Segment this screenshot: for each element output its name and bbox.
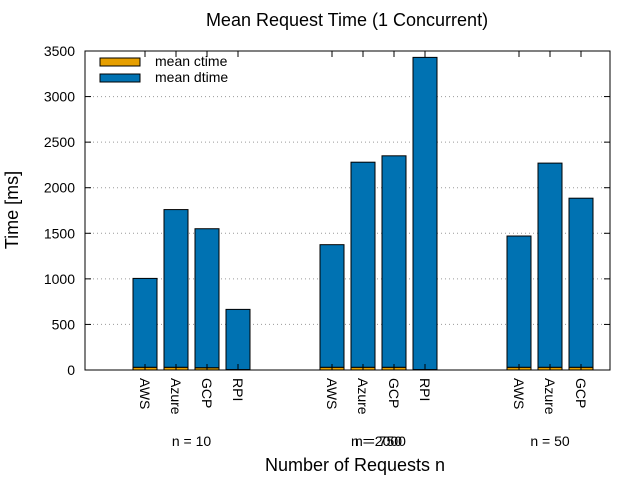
legend-swatch [99,73,141,83]
bar-dtime [163,209,189,368]
bar-dtime [350,161,376,368]
group-label: n = 10 [172,433,212,449]
x-tick-label: RPI [230,378,246,401]
bar-dtime [412,56,438,371]
bar-dtime [225,308,251,371]
bar-dtime [381,155,407,368]
y-tick-label: 2000 [44,180,75,196]
x-tick-label: RPI [417,378,433,401]
y-tick-label: 500 [52,316,76,332]
x-tick-label: AWS [511,378,527,409]
y-tick-label: 1000 [44,271,75,287]
x-tick-label: GCP [573,378,589,408]
legend-label: mean ctime [155,53,228,69]
y-tick-label: 0 [67,362,75,378]
y-tick-label: 3500 [44,43,75,59]
y-axis-label: Time [ms] [2,171,22,249]
group-label-overlap: n = 750 [355,433,402,449]
x-axis-label: Number of Requests n [265,455,445,475]
bar-dtime [537,162,563,368]
bar-dtime [506,235,532,368]
bar-dtime [568,197,594,368]
x-tick-label: Azure [542,378,558,415]
group-label: n = 2000 [351,433,406,449]
plot-frame [84,50,611,371]
y-tick-label: 2500 [44,134,75,150]
x-tick-label: GCP [386,378,402,408]
y-tick-label: 1500 [44,225,75,241]
x-tick-label: AWS [137,378,153,409]
y-tick-label: 3000 [44,89,75,105]
x-tick-label: GCP [199,378,215,408]
x-tick-label: Azure [168,378,184,415]
x-tick-label: AWS [324,378,340,409]
bar-dtime [319,244,345,368]
chart-title: Mean Request Time (1 Concurrent) [206,10,488,30]
legend-label: mean dtime [155,69,228,85]
y-axis: 0 500 1000 1500 2000 2500 3000 3500 [44,43,610,378]
x-axis: AWS Azure GCP RPI n = 10 AWS Azure GCP RPI n = 20… [137,51,589,449]
bar-dtime [132,277,158,368]
group-label: n = 50 [530,433,570,449]
bars [132,56,594,371]
bar-dtime [194,228,220,369]
x-tick-label: Azure [355,378,371,415]
legend-swatch [99,57,141,67]
